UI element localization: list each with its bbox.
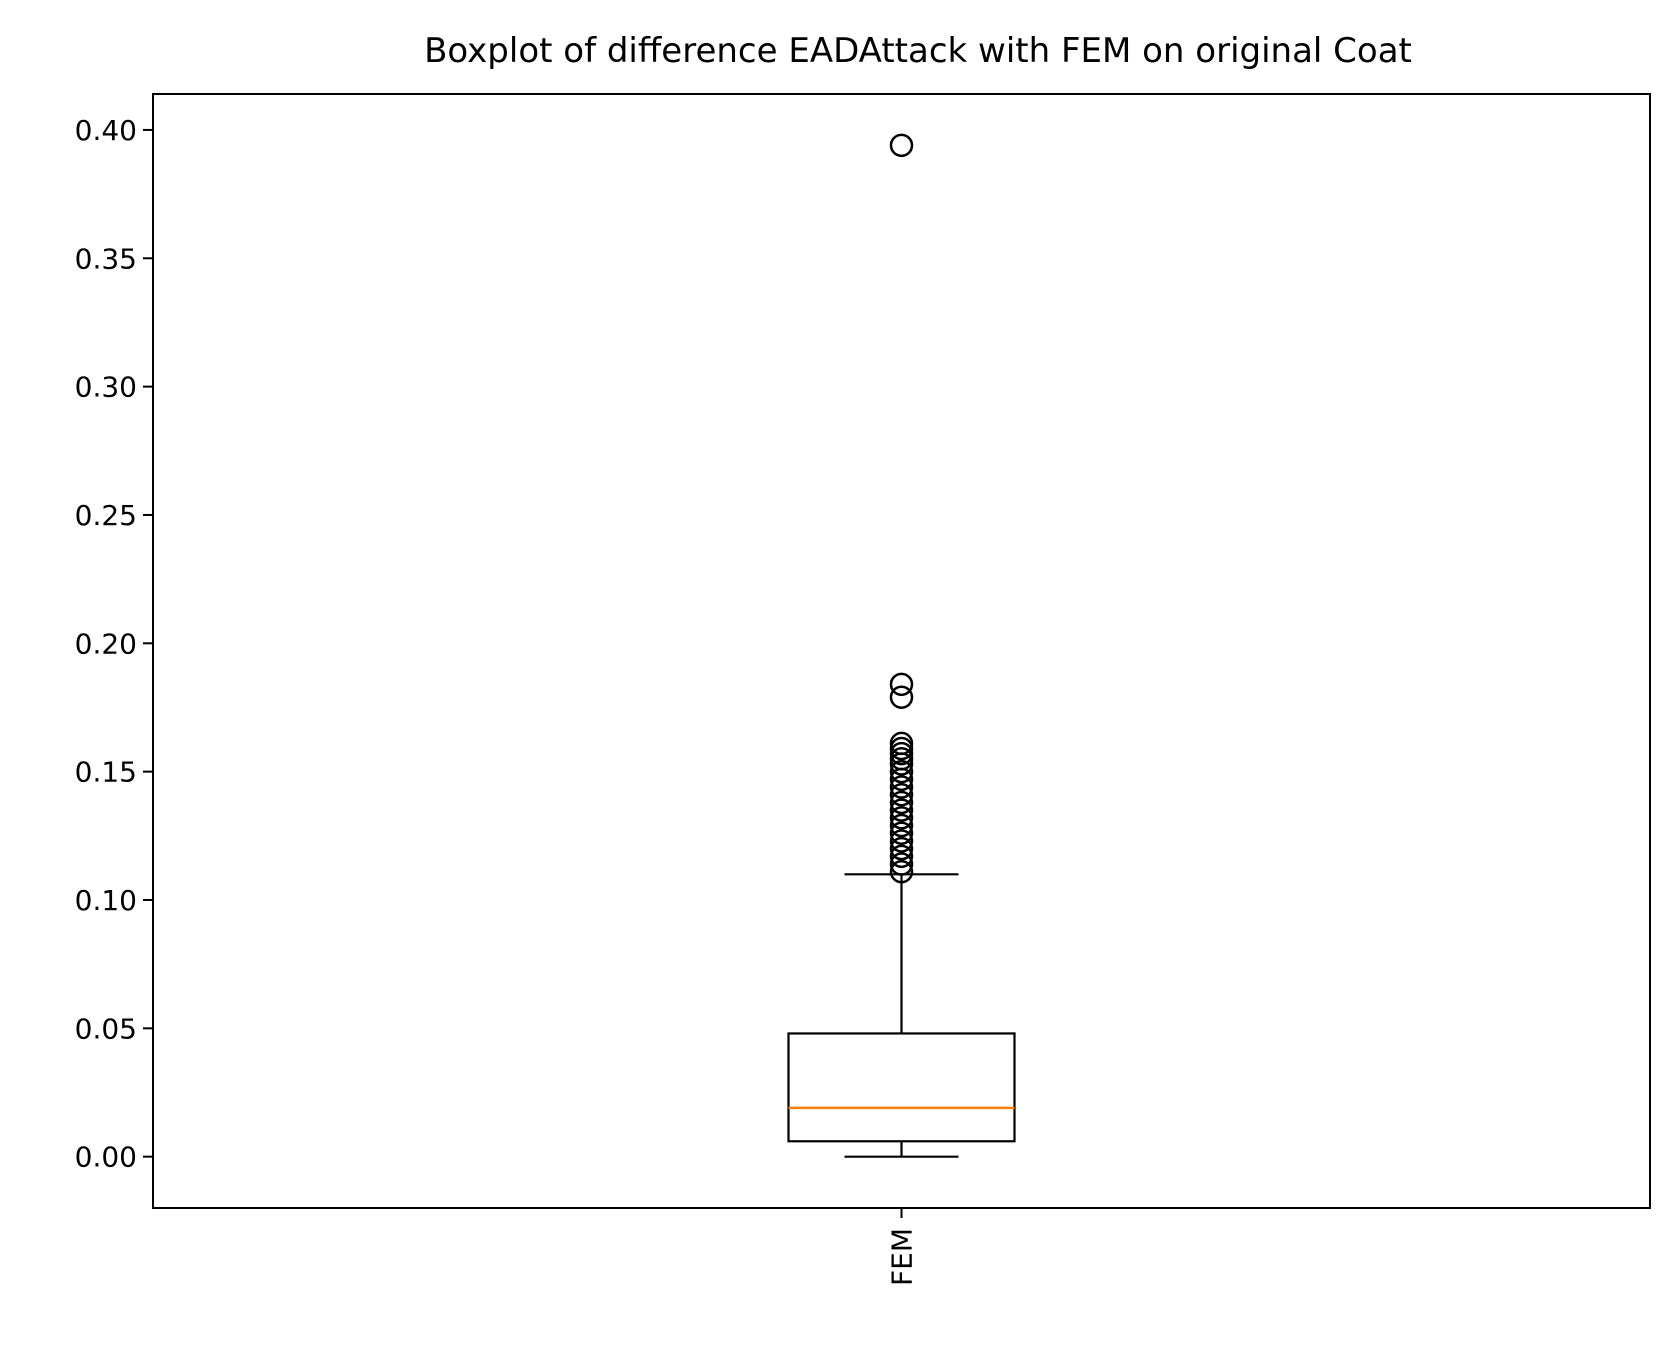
- outlier-point: [889, 829, 914, 853]
- outlier-point: [889, 859, 914, 884]
- outlier-point: [889, 836, 914, 861]
- outlier-point: [889, 821, 914, 845]
- outlier-point: [889, 806, 914, 830]
- outlier-point: [889, 782, 914, 807]
- outlier-point: [889, 844, 914, 869]
- outlier-point: [889, 133, 914, 158]
- plot-area-frame: [152, 93, 1651, 1209]
- outlier-point: [889, 790, 914, 815]
- outlier-point: [889, 672, 914, 697]
- outlier-point: [889, 798, 914, 822]
- outlier-point: [889, 752, 914, 776]
- iqr-box: [787, 1032, 1016, 1143]
- y-tick-label: 0.05: [75, 1012, 137, 1045]
- x-tick-label: FEM: [886, 1228, 919, 1286]
- outlier-point: [889, 852, 914, 876]
- chart-title: Boxplot of difference EADAttack with FEM…: [424, 31, 1412, 71]
- outlier-point: [889, 767, 914, 792]
- y-tick-label: 0.25: [75, 499, 137, 532]
- outlier-point: [889, 759, 914, 784]
- x-axis: FEM: [886, 1208, 919, 1286]
- y-tick-label: 0.30: [75, 371, 137, 404]
- y-tick-label: 0.40: [75, 114, 137, 147]
- y-tick-label: 0.10: [75, 884, 137, 917]
- y-axis: 0.00 0.05 0.10 0.15 0.20 0.25 0.30 0.35 0.40: [75, 114, 153, 1174]
- y-tick-label: 0.20: [75, 627, 137, 660]
- box-group: [787, 133, 1016, 1158]
- outlier-point: [889, 685, 914, 709]
- y-tick-label: 0.35: [75, 242, 137, 275]
- outlier-point: [889, 775, 914, 799]
- y-tick-label: 0.15: [75, 756, 137, 789]
- y-tick-label: 0.00: [75, 1141, 137, 1174]
- outlier-point: [889, 813, 914, 838]
